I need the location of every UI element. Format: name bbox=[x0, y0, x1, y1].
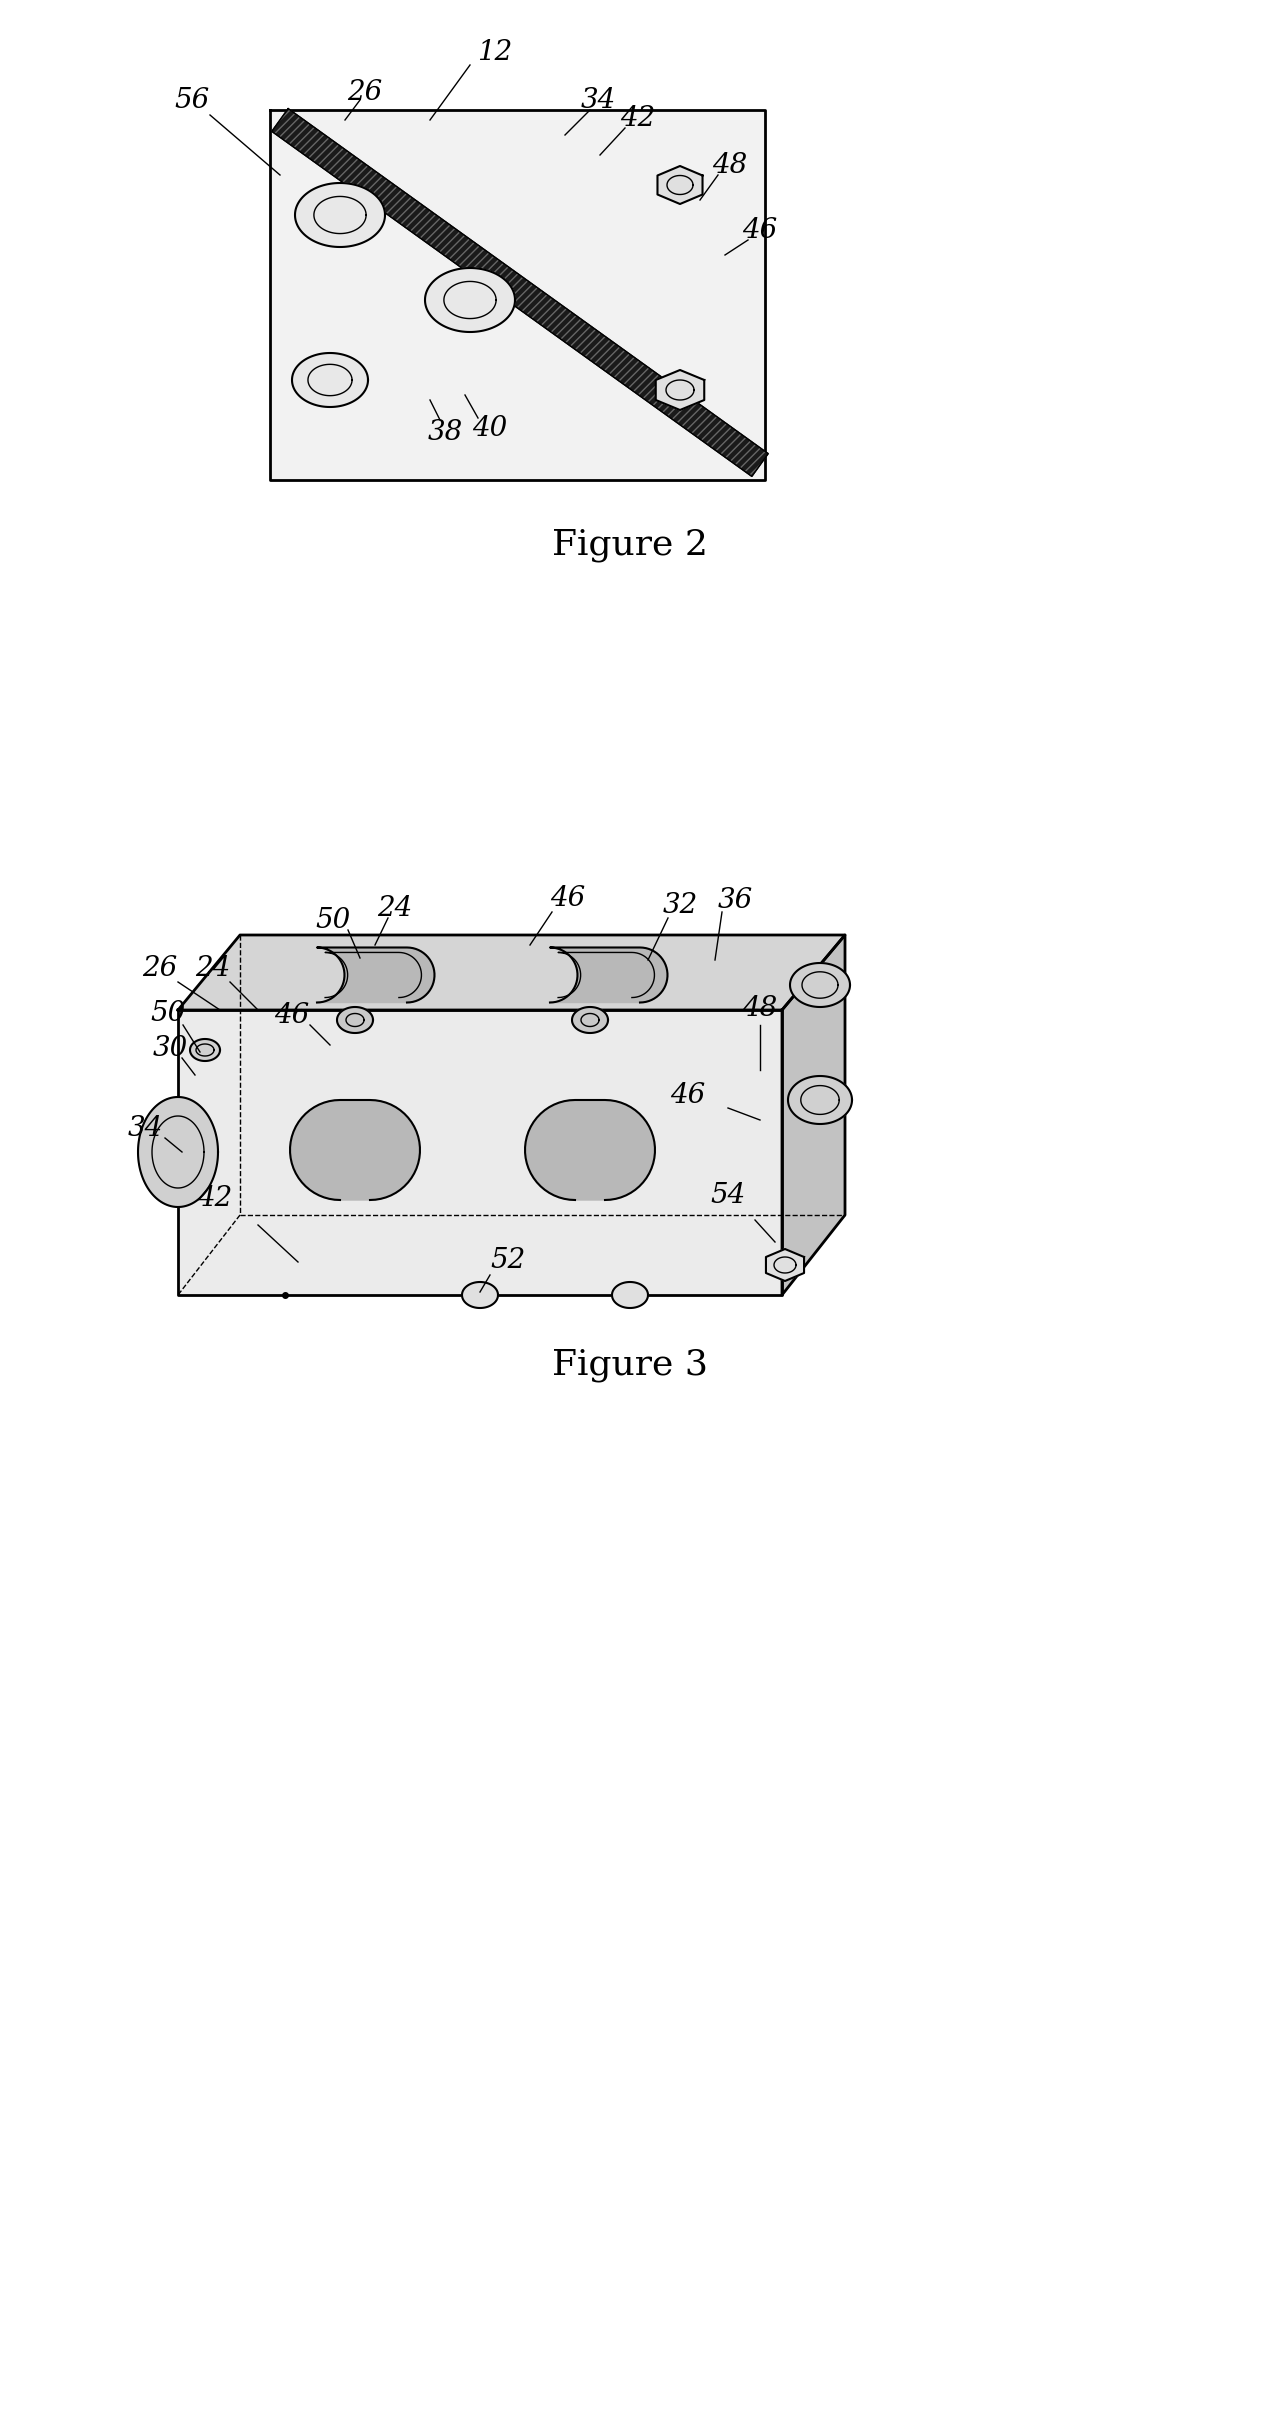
Text: 42: 42 bbox=[198, 1185, 232, 1212]
Text: 34: 34 bbox=[580, 87, 615, 114]
Text: Figure 2: Figure 2 bbox=[552, 528, 707, 562]
Polygon shape bbox=[290, 1100, 420, 1199]
Text: 34: 34 bbox=[127, 1115, 163, 1141]
Polygon shape bbox=[272, 109, 768, 477]
Polygon shape bbox=[270, 109, 765, 480]
Polygon shape bbox=[572, 1008, 608, 1032]
Text: 26: 26 bbox=[142, 955, 178, 981]
Polygon shape bbox=[789, 962, 850, 1008]
Polygon shape bbox=[612, 1282, 648, 1308]
Text: 30: 30 bbox=[153, 1035, 188, 1061]
Text: 50: 50 bbox=[150, 1001, 185, 1027]
Text: 24: 24 bbox=[195, 955, 231, 981]
Polygon shape bbox=[765, 1248, 805, 1282]
Polygon shape bbox=[293, 354, 368, 407]
Text: 26: 26 bbox=[347, 78, 382, 107]
Polygon shape bbox=[550, 947, 667, 1003]
Polygon shape bbox=[525, 1100, 654, 1199]
Polygon shape bbox=[178, 1010, 782, 1294]
Text: 36: 36 bbox=[718, 887, 753, 913]
Text: 46: 46 bbox=[550, 884, 585, 911]
Text: 48: 48 bbox=[743, 993, 778, 1023]
Text: 52: 52 bbox=[491, 1245, 526, 1274]
Polygon shape bbox=[657, 167, 702, 204]
Polygon shape bbox=[337, 1008, 373, 1032]
Text: 24: 24 bbox=[377, 894, 412, 921]
Text: 46: 46 bbox=[671, 1081, 706, 1107]
Text: 42: 42 bbox=[620, 104, 656, 131]
Polygon shape bbox=[295, 184, 385, 247]
Text: 54: 54 bbox=[710, 1182, 745, 1209]
Text: 50: 50 bbox=[315, 906, 351, 933]
Polygon shape bbox=[782, 935, 845, 1294]
Polygon shape bbox=[190, 1039, 219, 1061]
Polygon shape bbox=[137, 1098, 218, 1207]
Polygon shape bbox=[656, 371, 704, 409]
Text: 12: 12 bbox=[478, 39, 513, 65]
Text: Figure 3: Figure 3 bbox=[552, 1347, 707, 1381]
Text: 40: 40 bbox=[473, 414, 508, 441]
Text: 46: 46 bbox=[275, 1001, 310, 1027]
Polygon shape bbox=[462, 1282, 498, 1308]
Polygon shape bbox=[425, 269, 514, 332]
Polygon shape bbox=[788, 1076, 852, 1124]
Text: 32: 32 bbox=[662, 892, 697, 918]
Text: 56: 56 bbox=[174, 87, 209, 114]
Polygon shape bbox=[178, 935, 845, 1010]
Text: 48: 48 bbox=[712, 153, 748, 179]
Polygon shape bbox=[317, 947, 435, 1003]
Text: 38: 38 bbox=[427, 419, 463, 446]
Text: 46: 46 bbox=[743, 216, 778, 242]
